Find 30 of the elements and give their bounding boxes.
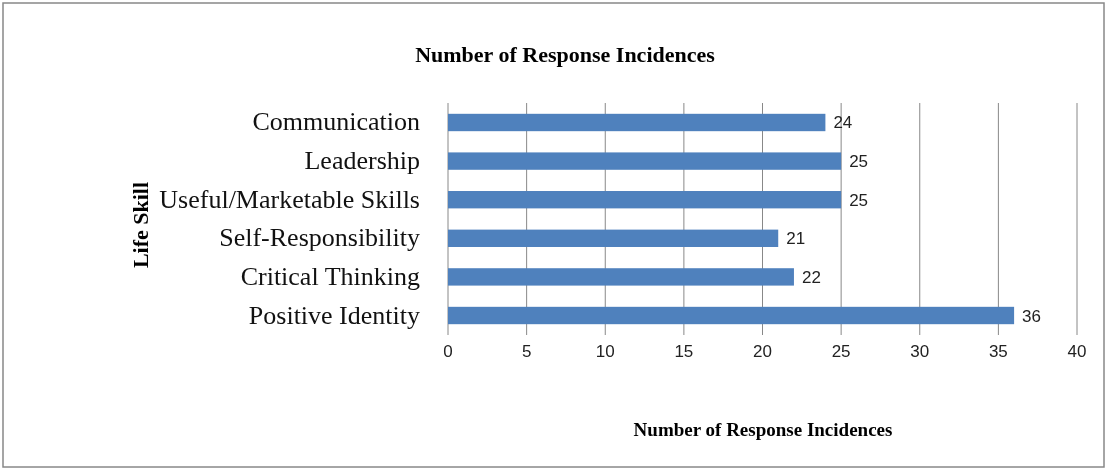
data-label: 25 xyxy=(849,152,869,172)
data-label: 25 xyxy=(849,190,869,210)
y-tick-label: Communication xyxy=(252,107,420,137)
y-tick-label: Critical Thinking xyxy=(240,261,420,291)
y-tick-label: Useful/Marketable Skills xyxy=(159,184,420,214)
bar xyxy=(448,113,826,132)
x-tick-label: 20 xyxy=(753,342,772,361)
x-tick-label: 15 xyxy=(674,342,694,361)
x-tick-label: 25 xyxy=(831,342,851,361)
x-tick-label: 10 xyxy=(595,342,615,361)
bar xyxy=(448,229,779,247)
y-tick-label: Positive Identity xyxy=(248,300,420,330)
y-axis-title: Life Skill xyxy=(128,181,153,269)
x-axis-title: Number of Response Incidences xyxy=(633,419,893,440)
x-tick-label: 40 xyxy=(1067,342,1087,361)
x-tick-label: 30 xyxy=(910,342,930,361)
bar xyxy=(448,306,1015,325)
data-label: 21 xyxy=(786,229,806,249)
y-tick-label: Leadership xyxy=(304,146,420,176)
x-tick-label: 35 xyxy=(988,342,1008,361)
x-tick-label: 5 xyxy=(521,342,532,361)
chart-title: Number of Response Incidences xyxy=(415,42,716,67)
data-label: 22 xyxy=(801,267,821,287)
x-tick-label: 0 xyxy=(443,342,453,361)
data-label: 24 xyxy=(833,113,853,133)
y-tick-label: Self-Responsibility xyxy=(219,223,420,253)
bar xyxy=(448,191,842,209)
data-label: 36 xyxy=(1022,306,1042,326)
bar xyxy=(448,268,794,286)
bar xyxy=(448,152,842,170)
